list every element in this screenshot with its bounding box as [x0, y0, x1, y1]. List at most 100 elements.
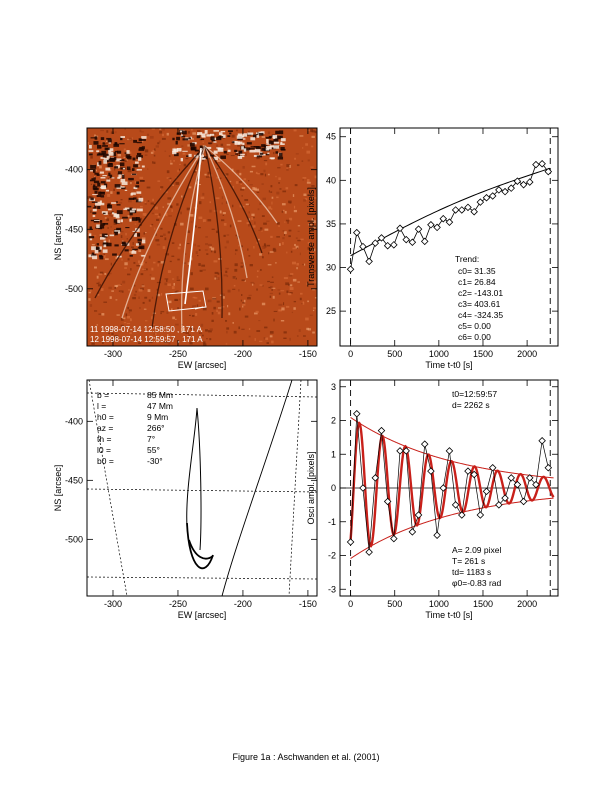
image-speckle: [253, 187, 257, 191]
image-speckle: [167, 283, 172, 286]
image-speckle: [128, 309, 132, 312]
image-speckle: [269, 295, 272, 298]
image-speckle: [162, 133, 164, 137]
image-speckle: [271, 196, 274, 199]
image-speckle: [226, 240, 229, 244]
image-speckle: [88, 233, 92, 237]
image-speckle: [131, 217, 138, 221]
image-speckle: [232, 140, 238, 143]
image-speckle: [129, 210, 135, 213]
image-speckle: [219, 134, 224, 137]
image-speckle: [233, 284, 236, 287]
image-speckle: [138, 218, 141, 223]
image-speckle: [273, 141, 280, 144]
image-speckle: [258, 238, 260, 241]
image-speckle: [116, 150, 122, 154]
image-speckle: [141, 254, 146, 257]
image-speckle: [167, 334, 169, 337]
image-speckle: [271, 287, 276, 289]
image-speckle: [102, 145, 108, 147]
image-speckle: [118, 174, 122, 179]
image-speckle: [112, 152, 117, 157]
trend-point: [359, 242, 367, 251]
image-speckle: [288, 229, 292, 232]
image-speckle: [250, 281, 254, 284]
image-speckle: [94, 172, 99, 175]
image-speckle: [122, 167, 126, 170]
image-speckle: [251, 165, 256, 168]
image-speckle: [129, 212, 133, 216]
image-speckle: [114, 287, 117, 289]
image-speckle: [135, 169, 138, 173]
image-speckle: [108, 329, 112, 331]
geo-param-value-6: -30°: [147, 456, 163, 466]
image-speckle: [151, 340, 154, 342]
image-speckle: [157, 180, 161, 182]
image-speckle: [276, 196, 279, 199]
image-speckle: [285, 219, 290, 222]
image-speckle: [237, 156, 243, 159]
image-speckle: [208, 243, 212, 246]
image-speckle: [133, 186, 138, 190]
image-speckle: [151, 316, 153, 320]
image-speckle: [169, 179, 172, 182]
image-speckle: [220, 219, 225, 222]
image-speckle: [275, 261, 277, 264]
image-speckle: [116, 204, 121, 206]
image-speckle: [263, 244, 267, 248]
trend-point: [544, 167, 553, 176]
image-speckle: [269, 157, 275, 160]
image-speckle: [94, 246, 100, 250]
image-speckle: [103, 222, 109, 225]
image-speckle: [236, 151, 239, 153]
image-speckle: [299, 297, 302, 301]
image-speckle: [278, 177, 281, 180]
image-speckle: [217, 311, 221, 315]
image-speckle: [268, 135, 272, 139]
image-speckle: [285, 187, 289, 190]
image-speckle: [99, 237, 104, 240]
image-speckle: [120, 290, 122, 293]
image-speckle: [195, 251, 198, 255]
image-speckle: [122, 240, 124, 243]
trend-frame: [339, 127, 559, 347]
image-speckle: [198, 227, 201, 229]
image-speckle: [260, 131, 265, 135]
image-speckle: [118, 290, 120, 292]
image-speckle: [138, 249, 142, 253]
image-speckle: [155, 233, 157, 236]
image-speckle: [297, 281, 300, 283]
image-speckle: [225, 343, 228, 345]
image-speckle: [138, 148, 145, 151]
image-speckle: [200, 159, 205, 162]
geo-latitude-2: [86, 576, 318, 580]
trend-ytick-label-0: 25: [326, 306, 336, 316]
image-speckle: [189, 287, 194, 291]
image-speckle: [286, 167, 289, 169]
image-speckle: [90, 156, 93, 159]
image-speckle: [256, 288, 258, 291]
image-speckle: [191, 314, 195, 317]
image-speckle: [304, 198, 308, 201]
osc-info-bottom-0: A= 2.09 pixel: [452, 545, 501, 555]
image-speckle: [307, 300, 309, 303]
osc-point: [353, 409, 361, 418]
image-speckle: [264, 326, 268, 329]
image-speckle: [170, 205, 173, 208]
image-speckle: [269, 335, 273, 338]
image-speckle: [273, 310, 278, 313]
image-speckle: [226, 153, 229, 155]
image-speckle: [311, 185, 315, 187]
image-speckle: [294, 184, 298, 187]
image-speckle: [280, 138, 286, 142]
image-speckle: [248, 255, 251, 257]
osc-point: [482, 487, 491, 496]
image-speckle: [123, 156, 127, 158]
image-speckle: [103, 160, 107, 164]
image-speckle: [171, 242, 175, 244]
image-speckle: [232, 276, 236, 279]
image-speckle: [156, 288, 158, 291]
geo-param-value-2: 9 Mm: [147, 412, 168, 422]
image-speckle: [131, 208, 137, 211]
image-speckle: [263, 222, 267, 225]
